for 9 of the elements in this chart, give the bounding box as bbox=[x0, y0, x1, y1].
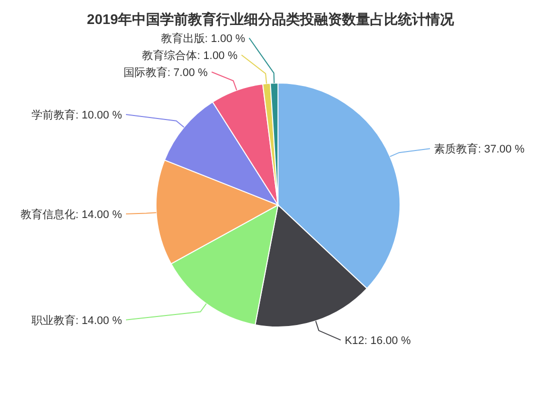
slice-label: 职业教育: 14.00 % bbox=[32, 314, 122, 327]
slice-label: 国际教育: 7.00 % bbox=[123, 66, 208, 79]
slice-label: 教育综合体: 1.00 % bbox=[142, 49, 238, 62]
slice-label: 教育出版: 1.00 % bbox=[160, 32, 246, 45]
slice-label: 素质教育: 37.00 % bbox=[434, 142, 525, 156]
slice-label: 教育信息化: 14.00 % bbox=[20, 208, 122, 221]
chart-title: 2019年中国学前教育行业细分品类投融资数量占比统计情况 bbox=[86, 11, 456, 27]
slice-label: K12: 16.00 % bbox=[344, 335, 411, 348]
slice-label: 学前教育: 10.00 % bbox=[32, 108, 122, 122]
